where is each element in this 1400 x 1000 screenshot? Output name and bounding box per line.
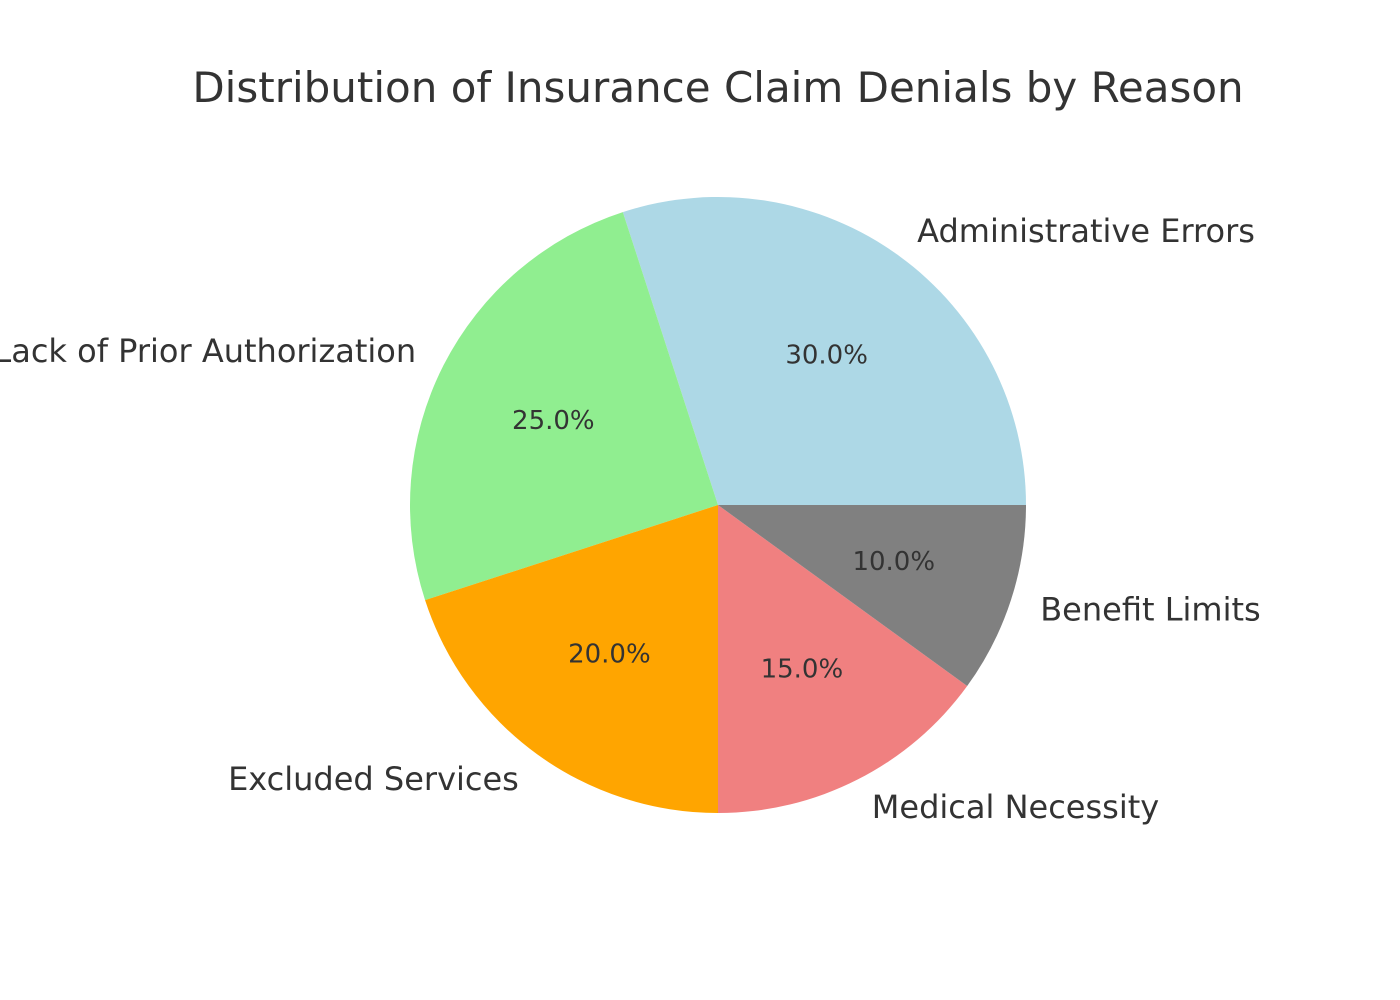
pie-slice-excluded-services: [425, 505, 718, 813]
pie-slices: [410, 196, 1026, 813]
percent-label: 30.0%: [785, 340, 868, 370]
category-labels: Administrative Errors Lack of Prior Autho…: [0, 212, 1261, 826]
pie-slice-lack-of-prior-authorization: [410, 212, 718, 601]
category-label: Lack of Prior Authorization: [0, 332, 416, 370]
percent-label: 15.0%: [761, 655, 844, 685]
pie-slice-administrative-errors: [622, 196, 1026, 506]
category-label: Benefit Limits: [1040, 591, 1260, 629]
pie-slice-medical-necessity: [718, 505, 968, 813]
percent-labels: 30.0% 25.0% 20.0% 15.0% 10.0%: [512, 340, 935, 684]
percent-label: 20.0%: [568, 640, 651, 670]
chart-title: Distribution of Insurance Claim Denials …: [192, 63, 1243, 112]
percent-label: 25.0%: [512, 406, 595, 436]
category-label: Medical Necessity: [872, 788, 1159, 826]
category-label: Excluded Services: [228, 760, 519, 798]
percent-label: 10.0%: [852, 547, 935, 577]
pie-slice-benefit-limits: [718, 505, 1026, 687]
category-label: Administrative Errors: [917, 212, 1255, 250]
